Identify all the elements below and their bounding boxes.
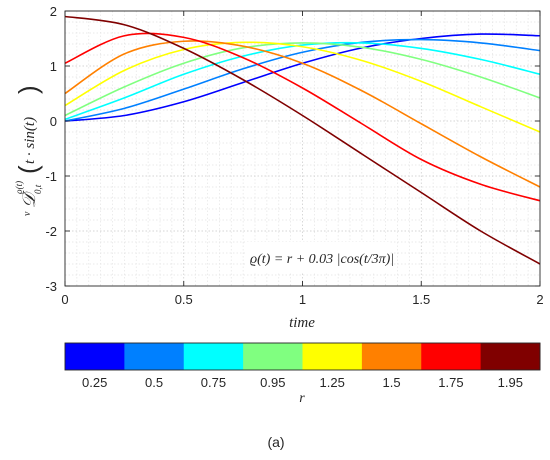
colorbar-swatch [480,343,541,370]
colorbar: 0.25 0.5 0.75 0.95 1.25 1.5 1.75 1.95 r [64,342,541,406]
annotation-background [245,242,390,272]
series-line-5 [65,41,540,133]
y-label-superscript: ϱ(t) [14,181,24,194]
colorbar-swatch [183,343,244,370]
series-line-3 [65,41,540,121]
y-label-open-paren: ( [13,165,43,174]
y-tick-label: -1 [45,169,57,184]
y-tick-label: -2 [45,224,57,239]
series-line-4 [65,42,540,117]
colorbar-swatch [302,343,363,370]
colorbar-tick-label: 0.25 [82,375,107,390]
y-label-close-paren: ) [13,85,43,94]
x-axis-label: time [289,315,315,331]
colorbar-label: r [299,391,305,406]
x-tick-label: 0.5 [175,292,193,307]
y-label-subscript: 0,t [33,184,43,194]
x-tick-label: 0 [61,292,68,307]
y-tick-label: 2 [50,4,57,19]
colorbar-tick-labels: 0.25 0.5 0.75 0.95 1.25 1.5 1.75 1.95 [82,375,523,390]
axis-ticks: 0 0.5 1 1.5 2 -3 -2 -1 0 1 2 [45,4,543,307]
colorbar-swatch [65,343,125,370]
figure-caption: (a) [267,434,284,450]
y-label-operator: 𝒟 [19,190,39,208]
colorbar-tick-label: 0.75 [201,375,226,390]
series-line-7 [65,32,540,202]
x-tick-label: 1.5 [412,292,430,307]
colorbar-tick-label: 0.95 [260,375,285,390]
colorbar-swatch [124,343,185,370]
series-lines [65,15,540,265]
series-line-2 [65,38,540,122]
annotation-formula: ϱ(t) = r + 0.03 |cos(t/3π)| [250,252,394,267]
y-tick-label: 0 [50,114,57,129]
colorbar-tick-label: 1.5 [383,375,401,390]
y-axis-label: v 𝒟 ϱ(t) 0,t ( t · sin(t) ) [13,85,43,216]
colorbar-tick-label: 1.75 [438,375,463,390]
series-line-8 [65,15,540,265]
y-tick-label: 1 [50,59,57,74]
colorbar-swatch [421,343,482,370]
y-tick-label: -3 [45,279,57,294]
x-tick-label: 1 [299,292,306,307]
colorbar-swatch [243,343,303,370]
colorbar-swatches [65,343,541,370]
colorbar-tick-label: 1.95 [498,375,523,390]
series-line-6 [65,40,540,188]
grid [65,11,540,286]
colorbar-swatch [361,343,422,370]
colorbar-tick-label: 1.25 [320,375,345,390]
y-label-argument: t · sin(t) [22,117,38,164]
colorbar-frame [64,342,541,371]
y-label-prefix: v [22,211,33,216]
x-tick-label: 2 [536,292,543,307]
colorbar-tick-label: 0.5 [145,375,163,390]
